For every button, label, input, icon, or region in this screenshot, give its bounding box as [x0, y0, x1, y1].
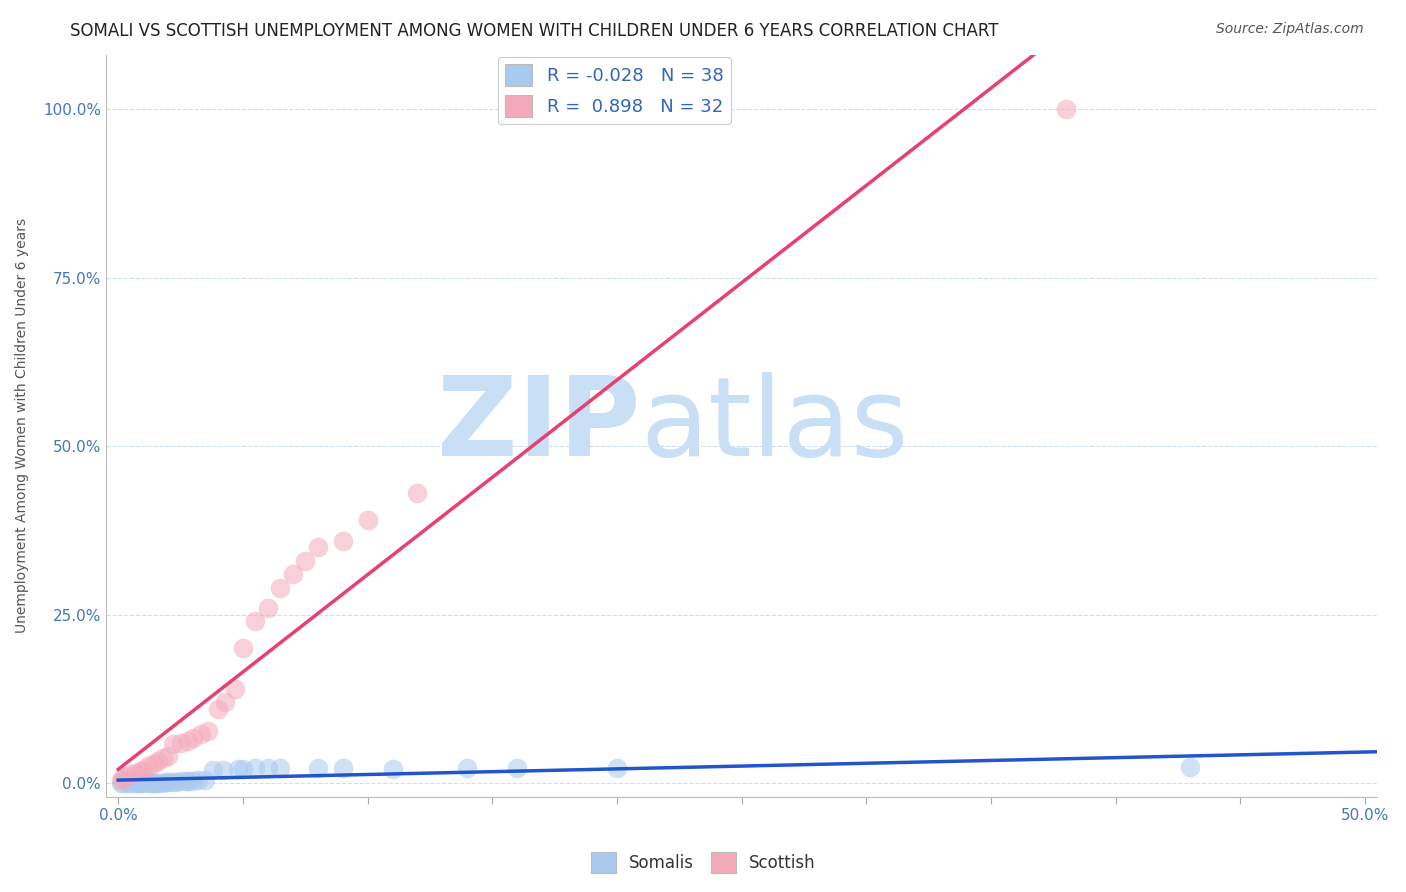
- Point: [146, 754, 169, 768]
- Point: [224, 681, 246, 696]
- Point: [132, 776, 155, 790]
- Point: [201, 763, 224, 777]
- Point: [162, 737, 184, 751]
- Point: [281, 567, 304, 582]
- Point: [177, 733, 200, 747]
- Point: [181, 774, 204, 789]
- Point: [142, 757, 165, 772]
- Point: [256, 761, 278, 775]
- Legend: Somalis, Scottish: Somalis, Scottish: [583, 846, 823, 880]
- Point: [120, 776, 142, 790]
- Point: [194, 773, 217, 788]
- Point: [232, 762, 254, 776]
- Point: [332, 533, 354, 548]
- Point: [169, 774, 191, 789]
- Point: [112, 776, 135, 790]
- Point: [152, 751, 174, 765]
- Point: [406, 486, 429, 500]
- Text: SOMALI VS SCOTTISH UNEMPLOYMENT AMONG WOMEN WITH CHILDREN UNDER 6 YEARS CORRELAT: SOMALI VS SCOTTISH UNEMPLOYMENT AMONG WO…: [70, 22, 998, 40]
- Text: Source: ZipAtlas.com: Source: ZipAtlas.com: [1216, 22, 1364, 37]
- Point: [381, 762, 404, 776]
- Point: [212, 763, 235, 777]
- Point: [129, 776, 152, 790]
- Point: [190, 727, 212, 741]
- Point: [110, 776, 132, 790]
- Point: [136, 759, 159, 773]
- Point: [157, 775, 180, 789]
- Point: [124, 776, 146, 790]
- Point: [136, 776, 159, 790]
- Point: [256, 601, 278, 615]
- Point: [112, 771, 135, 785]
- Point: [1180, 760, 1202, 774]
- Point: [332, 761, 354, 775]
- Point: [187, 773, 209, 788]
- Text: ZIP: ZIP: [436, 372, 640, 479]
- Point: [169, 736, 191, 750]
- Point: [155, 775, 177, 789]
- Point: [139, 776, 162, 790]
- Y-axis label: Unemployment Among Women with Children Under 6 years: Unemployment Among Women with Children U…: [15, 219, 30, 633]
- Point: [120, 767, 142, 781]
- Point: [269, 761, 291, 775]
- Point: [110, 772, 132, 787]
- Point: [506, 761, 529, 775]
- Point: [197, 723, 219, 738]
- Point: [157, 749, 180, 764]
- Point: [146, 775, 169, 789]
- Point: [127, 776, 149, 790]
- Point: [307, 761, 329, 775]
- Point: [245, 615, 267, 629]
- Point: [245, 761, 267, 775]
- Point: [117, 776, 139, 790]
- Point: [356, 513, 378, 527]
- Point: [207, 702, 229, 716]
- Point: [162, 775, 184, 789]
- Point: [152, 775, 174, 789]
- Point: [145, 775, 167, 789]
- Point: [129, 764, 152, 778]
- Point: [606, 761, 628, 775]
- Point: [181, 731, 204, 745]
- Point: [307, 541, 329, 555]
- Point: [132, 763, 155, 777]
- Point: [226, 762, 249, 776]
- Point: [269, 581, 291, 595]
- Text: atlas: atlas: [640, 372, 908, 479]
- Point: [456, 761, 478, 775]
- Point: [294, 554, 316, 568]
- Point: [232, 641, 254, 656]
- Point: [124, 766, 146, 780]
- Point: [1054, 102, 1077, 116]
- Point: [174, 774, 197, 789]
- Point: [177, 774, 200, 789]
- Point: [214, 695, 236, 709]
- Point: [142, 775, 165, 789]
- Point: [114, 769, 136, 783]
- Legend: R = -0.028   N = 38, R =  0.898   N = 32: R = -0.028 N = 38, R = 0.898 N = 32: [498, 57, 731, 124]
- Point: [165, 775, 187, 789]
